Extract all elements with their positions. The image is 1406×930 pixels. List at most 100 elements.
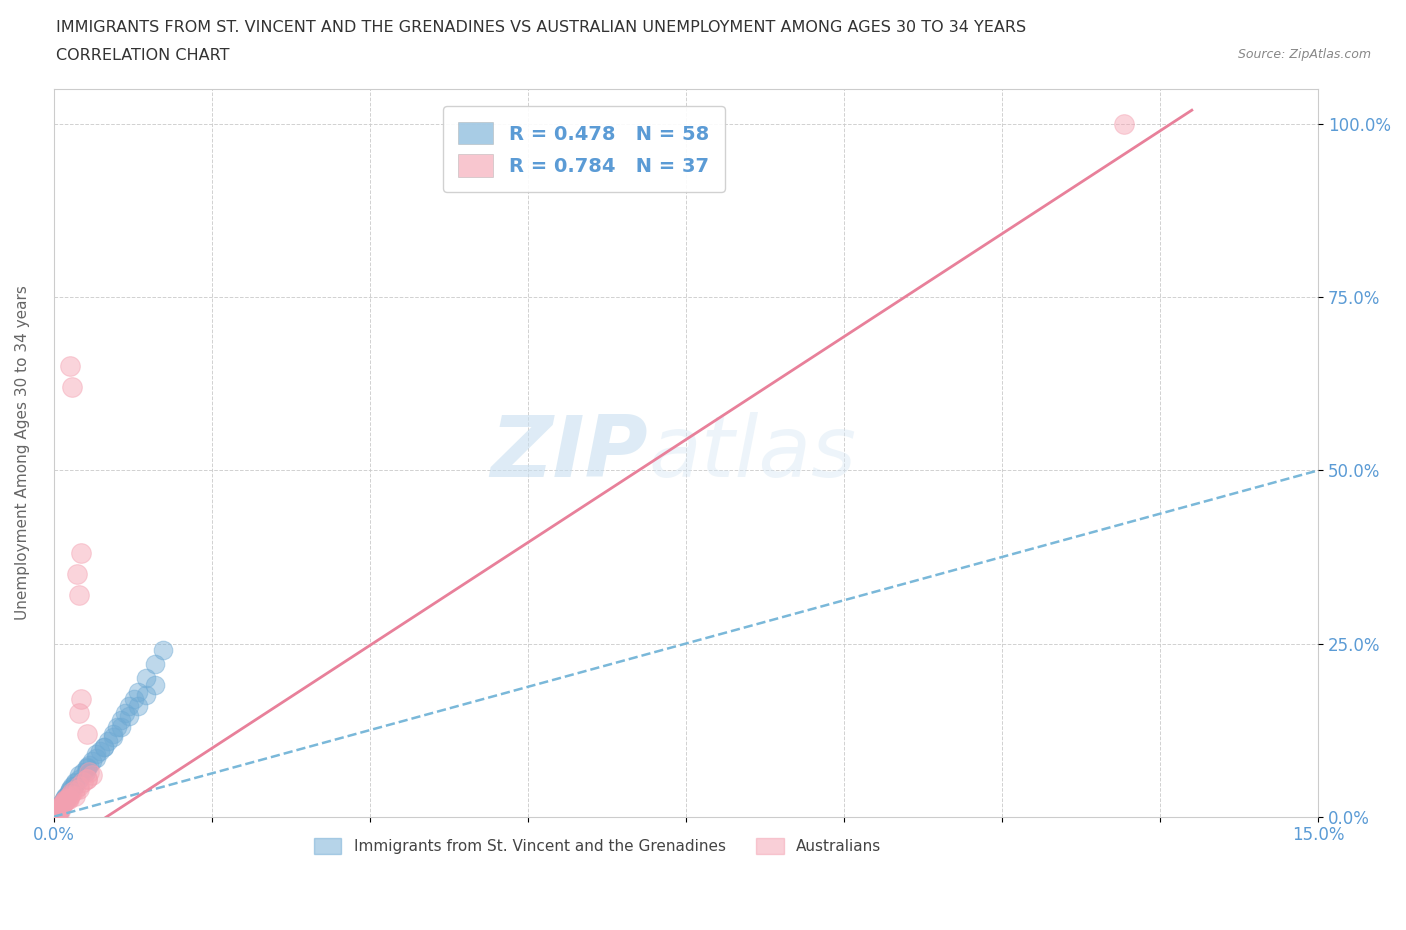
Point bbox=[72, 764, 94, 779]
Point bbox=[59, 783, 82, 798]
Point bbox=[77, 764, 100, 779]
Point bbox=[97, 733, 120, 748]
Point bbox=[122, 692, 145, 707]
Point bbox=[118, 698, 141, 713]
Point bbox=[52, 796, 75, 811]
Point bbox=[135, 688, 157, 703]
Point bbox=[76, 726, 98, 741]
Point bbox=[76, 771, 98, 786]
Point bbox=[51, 799, 73, 814]
Point bbox=[93, 740, 115, 755]
Point bbox=[51, 797, 73, 812]
Text: Source: ZipAtlas.com: Source: ZipAtlas.com bbox=[1237, 48, 1371, 61]
Point bbox=[127, 684, 149, 699]
Point bbox=[44, 805, 66, 820]
Point bbox=[143, 678, 166, 693]
Point bbox=[48, 803, 70, 817]
Point bbox=[59, 781, 82, 796]
Point bbox=[114, 705, 136, 720]
Point bbox=[51, 797, 73, 812]
Point bbox=[76, 761, 98, 776]
Point bbox=[46, 805, 69, 820]
Point bbox=[80, 767, 103, 782]
Point bbox=[46, 804, 69, 818]
Point bbox=[80, 754, 103, 769]
Point bbox=[101, 726, 124, 741]
Point bbox=[67, 767, 90, 782]
Point bbox=[70, 692, 93, 707]
Point bbox=[60, 785, 83, 800]
Point bbox=[59, 359, 82, 374]
Point bbox=[49, 799, 72, 814]
Point bbox=[45, 807, 67, 822]
Point bbox=[55, 792, 77, 807]
Point bbox=[67, 705, 90, 720]
Point bbox=[101, 730, 124, 745]
Point bbox=[48, 803, 70, 817]
Point bbox=[60, 778, 83, 793]
Point bbox=[72, 775, 94, 790]
Point bbox=[110, 712, 132, 727]
Text: CORRELATION CHART: CORRELATION CHART bbox=[56, 48, 229, 63]
Point bbox=[76, 760, 98, 775]
Point bbox=[63, 783, 86, 798]
Point bbox=[76, 771, 98, 786]
Point bbox=[44, 805, 66, 820]
Point bbox=[152, 643, 174, 658]
Point bbox=[66, 566, 89, 581]
Point bbox=[67, 588, 90, 603]
Point bbox=[77, 757, 100, 772]
Point bbox=[110, 719, 132, 734]
Point bbox=[49, 801, 72, 816]
Y-axis label: Unemployment Among Ages 30 to 34 years: Unemployment Among Ages 30 to 34 years bbox=[15, 286, 30, 620]
Point bbox=[45, 807, 67, 822]
Point bbox=[58, 792, 80, 807]
Point bbox=[55, 790, 77, 804]
Point bbox=[55, 793, 77, 808]
Point bbox=[46, 805, 69, 820]
Point bbox=[48, 803, 70, 817]
Point bbox=[56, 792, 79, 807]
Point bbox=[69, 546, 91, 561]
Point bbox=[84, 747, 107, 762]
Legend: Immigrants from St. Vincent and the Grenadines, Australians: Immigrants from St. Vincent and the Gren… bbox=[308, 831, 887, 860]
Point bbox=[93, 740, 115, 755]
Point bbox=[46, 804, 69, 818]
Point bbox=[45, 805, 67, 820]
Text: atlas: atlas bbox=[648, 412, 856, 495]
Point bbox=[67, 781, 90, 796]
Point bbox=[48, 801, 70, 816]
Point bbox=[105, 719, 128, 734]
Point bbox=[58, 790, 80, 804]
Point bbox=[67, 778, 90, 793]
Point bbox=[143, 657, 166, 671]
Point bbox=[51, 795, 73, 810]
Point bbox=[118, 709, 141, 724]
Point bbox=[1114, 116, 1136, 131]
Point bbox=[63, 778, 86, 793]
Text: IMMIGRANTS FROM ST. VINCENT AND THE GRENADINES VS AUSTRALIAN UNEMPLOYMENT AMONG : IMMIGRANTS FROM ST. VINCENT AND THE GREN… bbox=[56, 20, 1026, 35]
Point bbox=[46, 804, 69, 819]
Point bbox=[135, 671, 157, 685]
Point bbox=[63, 776, 86, 790]
Point bbox=[53, 794, 76, 809]
Point bbox=[67, 771, 90, 786]
Point bbox=[48, 804, 70, 818]
Text: ZIP: ZIP bbox=[491, 412, 648, 495]
Point bbox=[55, 789, 77, 804]
Point bbox=[89, 743, 111, 758]
Point bbox=[60, 379, 83, 394]
Point bbox=[75, 764, 97, 779]
Point bbox=[58, 785, 80, 800]
Point bbox=[52, 794, 75, 809]
Point bbox=[56, 790, 79, 804]
Point bbox=[63, 789, 86, 804]
Point bbox=[63, 775, 86, 790]
Point bbox=[52, 794, 75, 809]
Point bbox=[55, 792, 77, 807]
Point bbox=[59, 787, 82, 802]
Point bbox=[56, 787, 79, 802]
Point bbox=[51, 799, 73, 814]
Point bbox=[127, 698, 149, 713]
Point bbox=[52, 792, 75, 807]
